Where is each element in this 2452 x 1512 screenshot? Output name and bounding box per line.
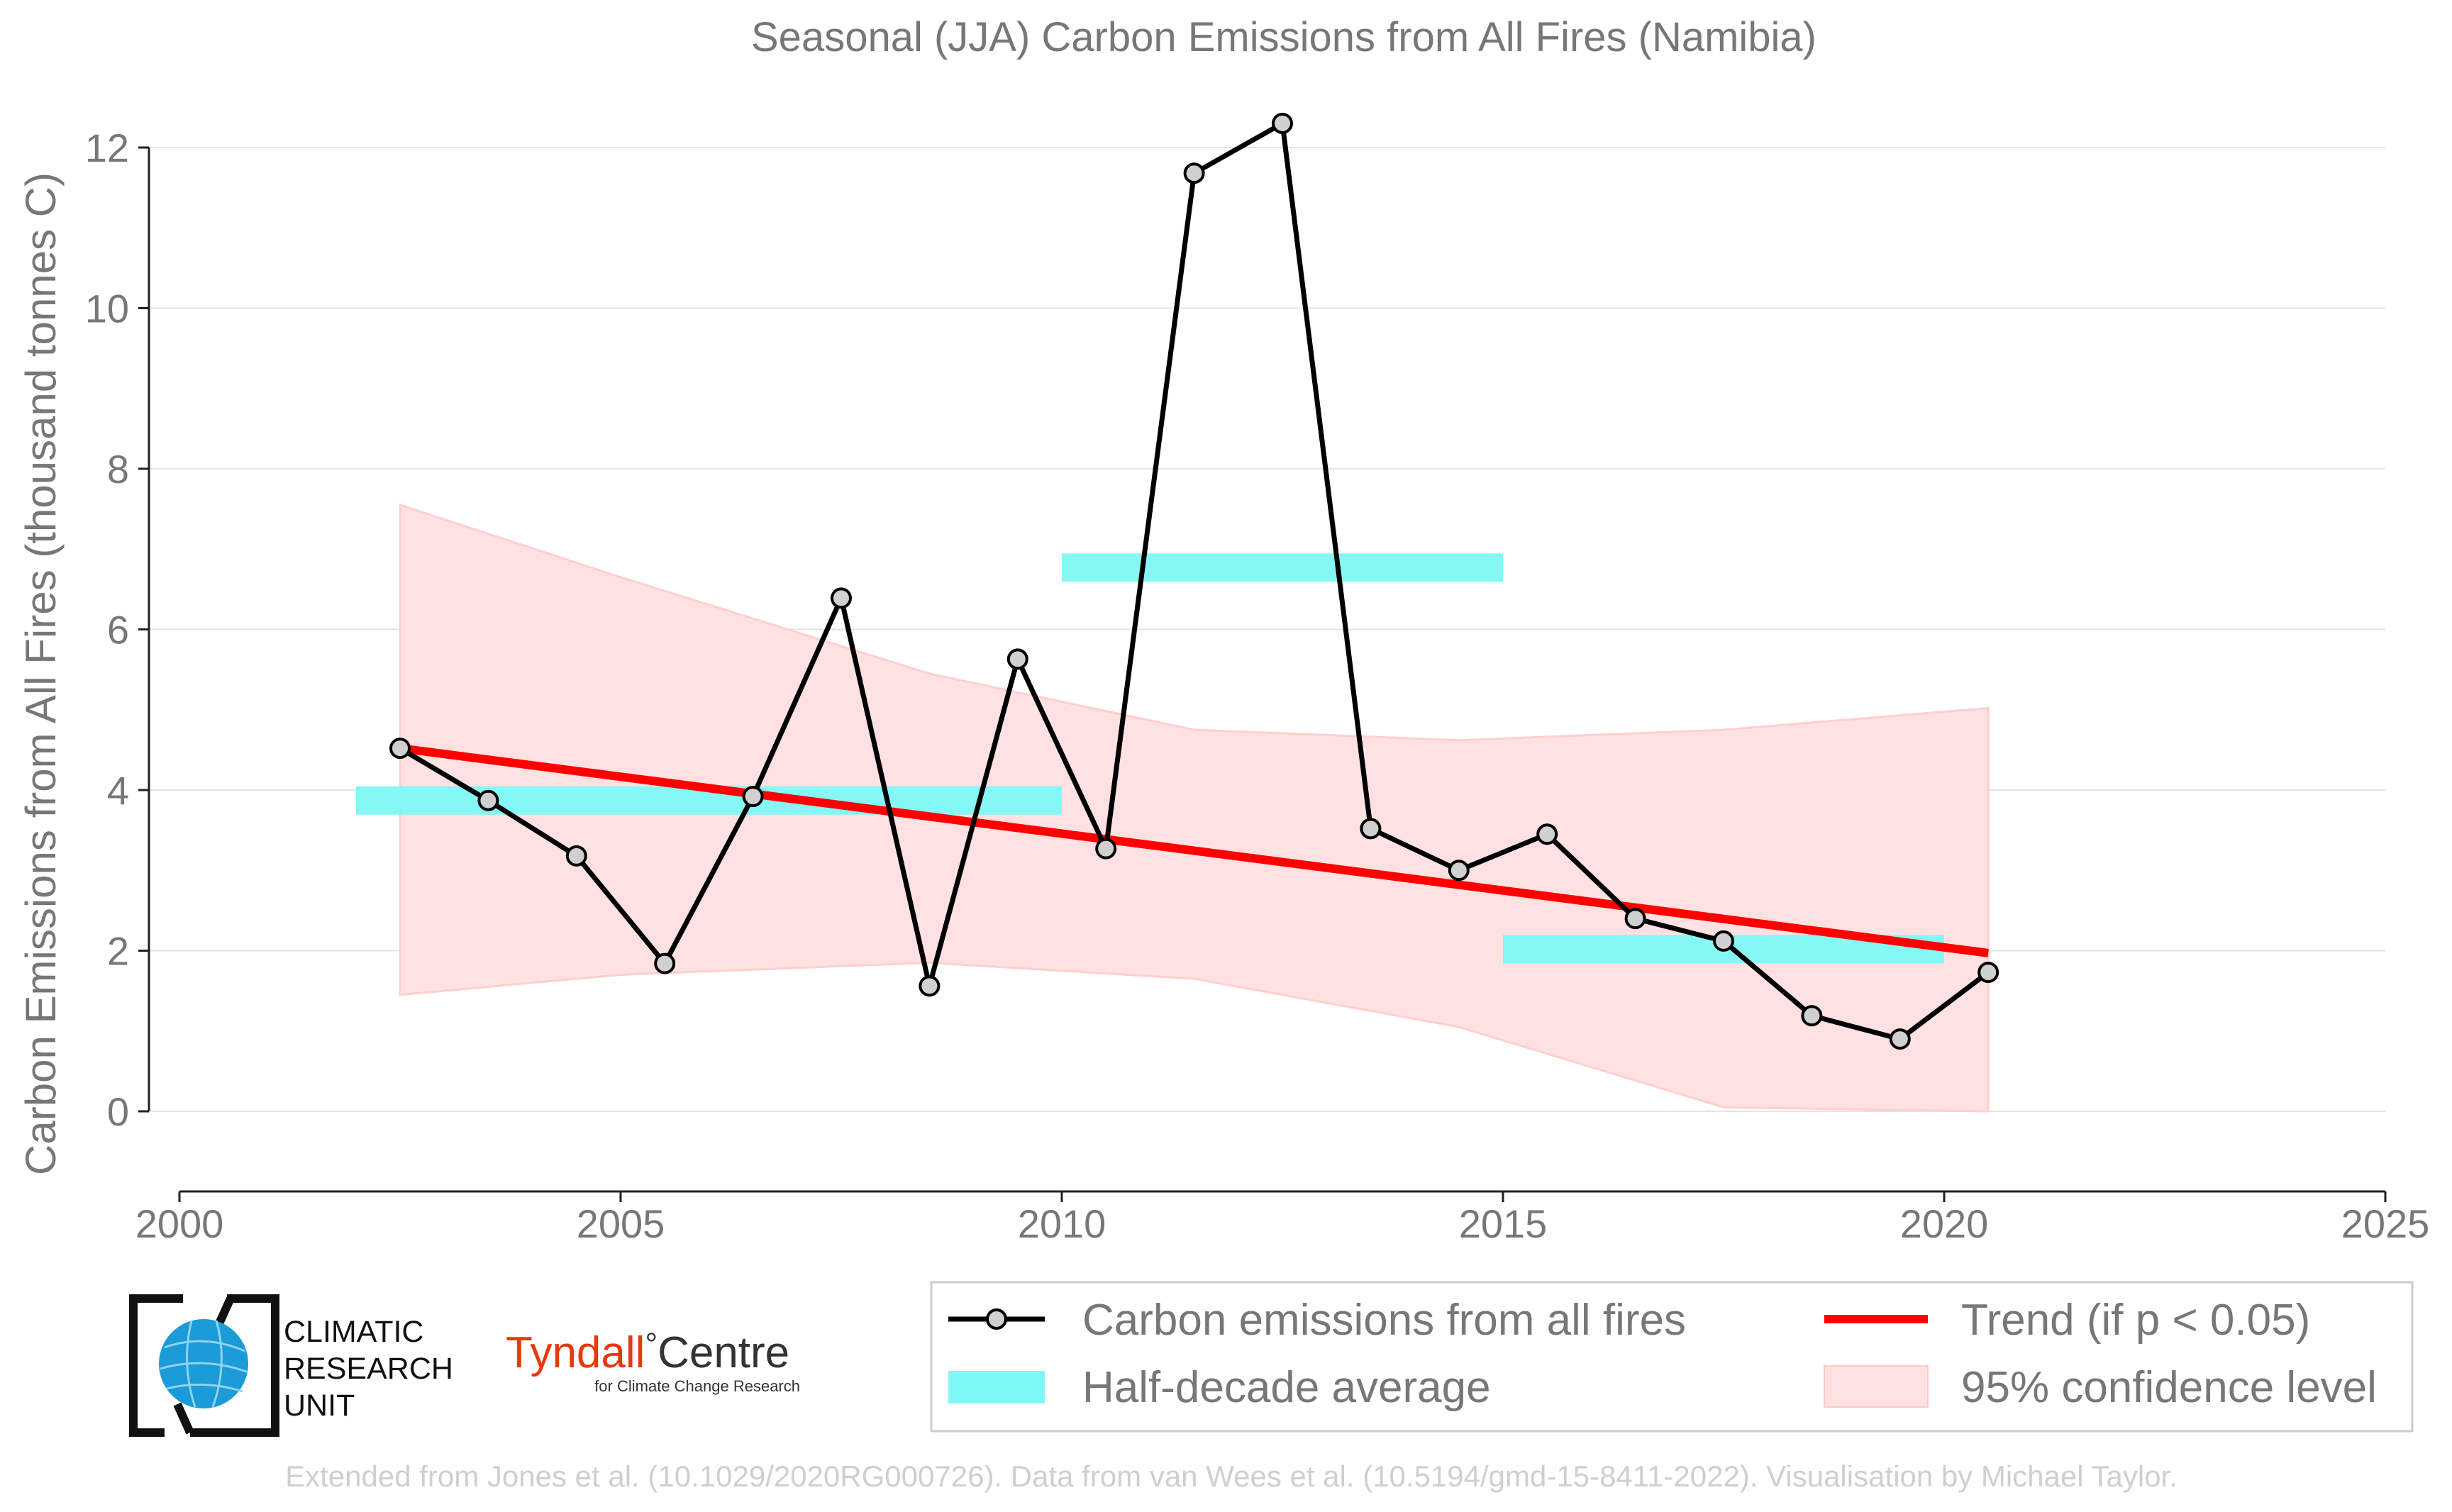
cru-text-line1: CLIMATIC — [284, 1315, 424, 1349]
y-tick-label: 2 — [107, 929, 129, 974]
x-tick-label: 2020 — [1900, 1201, 1989, 1246]
cru-bracket-left — [129, 1294, 183, 1437]
legend-box — [930, 1281, 2414, 1433]
tyndall-subtitle: for Climate Change Research — [594, 1377, 800, 1395]
y-tick-label: 8 — [107, 447, 129, 491]
emission-point — [1624, 908, 1646, 930]
emission-point — [1801, 1005, 1823, 1027]
emission-point — [1095, 838, 1117, 860]
x-tick-label: 2015 — [1459, 1201, 1548, 1246]
emission-point — [389, 738, 411, 760]
emissions-layer — [389, 113, 1999, 1050]
cru-text-line3: UNIT — [284, 1389, 355, 1423]
y-axis-label: Carbon Emissions from All Fires (thousan… — [17, 172, 65, 1175]
tyndall-degree: ° — [645, 1327, 658, 1362]
emission-point — [565, 845, 587, 867]
tyndall-logo: Tyndall°Centre for Climate Change Resear… — [506, 1327, 800, 1395]
half-decade-bar — [621, 786, 1062, 815]
emission-point — [919, 975, 941, 997]
x-tick-label: 2025 — [2341, 1201, 2430, 1246]
y-tick-label: 10 — [85, 287, 129, 331]
legend-swatch-emissions-marker — [986, 1308, 1007, 1330]
emission-point — [654, 952, 676, 974]
half-decade-bar — [1062, 553, 1503, 582]
chart-title: Seasonal (JJA) Carbon Emissions from All… — [751, 14, 1816, 60]
emission-point — [1183, 162, 1205, 184]
trend-layer — [399, 744, 1989, 957]
legend-label-trend: Trend (if p < 0.05) — [1961, 1296, 2310, 1345]
cru-logo: CLIMATIC RESEARCH UNIT — [129, 1294, 453, 1437]
emission-point — [831, 587, 852, 609]
emission-point — [477, 789, 499, 811]
legend: Carbon emissions from all fires Trend (i… — [930, 1281, 2414, 1433]
y-tick-label: 0 — [107, 1089, 129, 1134]
cru-bracket-right — [190, 1294, 279, 1437]
legend-label-confidence: 95% confidence level — [1961, 1363, 2377, 1412]
emission-point — [1272, 113, 1293, 135]
x-tick-label: 2010 — [1018, 1201, 1106, 1246]
emission-point — [742, 786, 764, 808]
x-ticks: 2000 2005 2010 2015 2020 2025 — [135, 1191, 2430, 1246]
x-tick-label: 2000 — [135, 1201, 224, 1246]
y-tick-label: 6 — [107, 608, 129, 652]
legend-swatch-confidence — [1824, 1365, 1929, 1408]
legend-label-average: Half-decade average — [1082, 1363, 1491, 1412]
emission-point — [1713, 930, 1734, 952]
tyndall-name: Tyndall — [506, 1328, 645, 1377]
tyndall-logo-text: Tyndall°Centre — [506, 1327, 789, 1377]
emission-point — [1889, 1028, 1911, 1050]
emission-point — [1360, 818, 1382, 840]
y-tick-label: 12 — [85, 126, 129, 170]
x-tick-label: 2005 — [577, 1201, 665, 1246]
legend-label-emissions: Carbon emissions from all fires — [1082, 1296, 1686, 1345]
y-ticks: 0 2 4 6 8 10 12 — [85, 126, 149, 1134]
cru-text-line2: RESEARCH — [284, 1352, 453, 1386]
emission-point — [1006, 648, 1028, 670]
legend-swatch-average — [948, 1371, 1045, 1403]
emission-point — [1448, 860, 1470, 882]
footer-credits: Extended from Jones et al. (10.1029/2020… — [285, 1460, 2178, 1493]
emission-point — [1977, 962, 1999, 984]
y-tick-label: 4 — [107, 768, 129, 813]
cru-slash-bottom — [173, 1402, 194, 1435]
globe-lines — [160, 1320, 249, 1408]
trend-line — [399, 744, 1989, 957]
tyndall-centre: Centre — [658, 1328, 789, 1377]
emission-point — [1536, 823, 1558, 845]
